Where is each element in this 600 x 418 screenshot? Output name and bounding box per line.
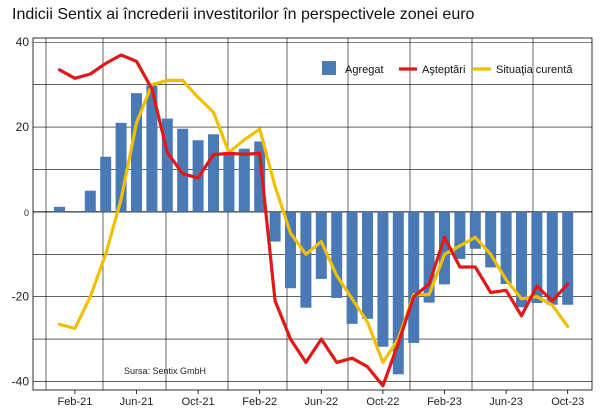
bar-agregat (500, 211, 512, 284)
bar-agregat (223, 154, 235, 212)
bar-agregat (269, 211, 281, 242)
x-tick-label: Jun-23 (489, 396, 523, 408)
y-tick-label: 0 (24, 208, 29, 218)
line-asteptari (57, 53, 570, 388)
bar-agregat (161, 118, 173, 212)
x-tick-label: Oct-22 (366, 396, 399, 408)
bar-agregat (238, 148, 250, 212)
x-tick-label: Oct-23 (551, 396, 584, 408)
bar-agregat (300, 211, 312, 308)
bar-agregat (516, 211, 527, 308)
x-tick-label: Jun-21 (120, 396, 154, 408)
bar-agregat (208, 134, 219, 212)
x-tick-label: Feb-23 (427, 396, 462, 408)
bar-agregat (546, 211, 558, 305)
bar-agregat (115, 122, 127, 212)
y-tick-label: -20 (12, 290, 30, 304)
plot-frame (32, 37, 593, 391)
bar-agregat (485, 211, 497, 268)
bar-agregat (331, 211, 343, 298)
legend-swatch-agregat (322, 61, 336, 75)
legend-label-agregat: Agregat (345, 64, 384, 76)
line-situatia-curenta (57, 78, 570, 364)
y-tick-label: 20 (16, 120, 30, 134)
bar-agregat (100, 156, 112, 212)
bar-agregat (54, 206, 65, 212)
bar-agregat (454, 211, 466, 259)
bar-agregat (254, 141, 266, 212)
bar-agregat (439, 211, 450, 285)
x-tick-label: Feb-21 (57, 396, 92, 408)
bar-agregat (146, 85, 158, 212)
bar-agregat (285, 211, 296, 289)
bar-agregat (84, 190, 96, 212)
bar-agregat (177, 128, 189, 212)
source-note: Sursa: Sentix GmbH (124, 366, 206, 376)
bar-agregat (377, 211, 389, 347)
bar-agregat (69, 211, 81, 213)
legend-label-situatia-curenta: Situaţia curentă (496, 64, 573, 76)
bar-agregat (362, 211, 373, 319)
bar-agregat (423, 211, 435, 303)
x-tick-label: Feb-22 (242, 396, 277, 408)
y-tick-label: 40 (16, 35, 30, 49)
y-tick-label: -40 (12, 375, 30, 389)
bar-agregat (392, 211, 404, 375)
bar-agregat (469, 211, 481, 249)
bar-agregat (562, 211, 574, 305)
bar-agregat (346, 211, 358, 324)
x-tick-label: Jun-22 (304, 396, 338, 408)
bar-agregat (531, 211, 543, 304)
x-tick-label: Oct-21 (182, 396, 215, 408)
bar-agregat (131, 93, 142, 212)
chart-title: Indicii Sentix ai încrederii investitori… (12, 6, 475, 23)
bar-agregat (408, 211, 420, 343)
legend-label-asteptari: Aşteptări (422, 64, 465, 76)
